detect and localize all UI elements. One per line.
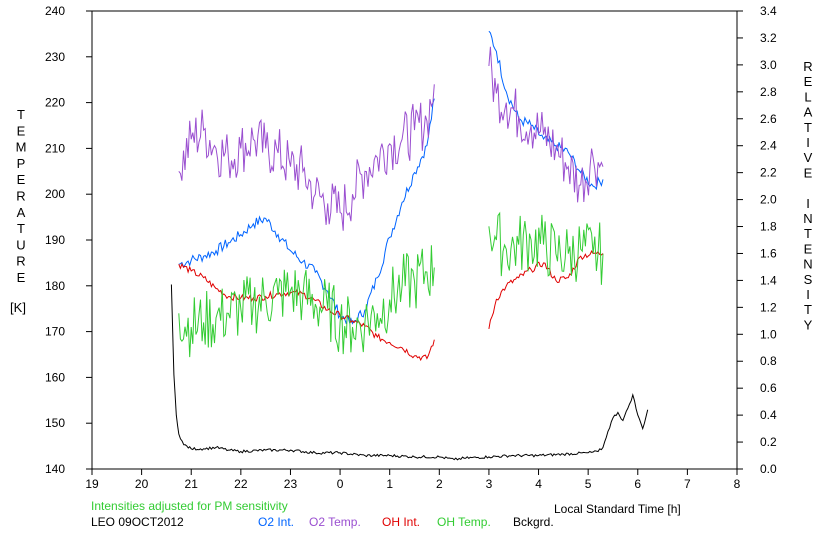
series-line [178, 98, 435, 325]
y-axis-right-letter: N [803, 211, 812, 226]
series-layer [170, 30, 649, 461]
x-tick-label: 19 [85, 477, 99, 491]
y-left-tick-label: 170 [45, 325, 65, 339]
series-line [178, 245, 435, 358]
y-axis-right-letter: S [804, 272, 813, 287]
y-right-tick-label: 2.6 [760, 112, 777, 126]
y-axis-left: 140 150 160 170 180 190 200 210 220 230 240 [45, 4, 92, 476]
legend: O2 Int. O2 Temp. OH Int. OH Temp. Bckgrd. [258, 515, 554, 529]
sensitivity-note: Intensities adjusted for PM sensitivity [91, 499, 288, 513]
y-left-tick-label: 230 [45, 50, 65, 64]
y-right-tick-label: 1.6 [760, 246, 777, 260]
y-left-tick-label: 180 [45, 279, 65, 293]
y-axis-right-letter: E [804, 74, 813, 89]
y-axis-right-letter: I [806, 135, 810, 150]
x-tick-label: 5 [585, 477, 592, 491]
y-axis-left-letter: E [17, 123, 26, 138]
series-line [170, 284, 649, 461]
y-right-tick-label: 1.2 [760, 300, 777, 314]
y-right-tick-label: 3.2 [760, 31, 777, 45]
y-axis-right-letter: T [804, 302, 812, 317]
y-axis-right-letter: T [804, 226, 812, 241]
series-line [178, 262, 435, 362]
x-tick-label: 23 [284, 477, 298, 491]
x-tick-label: 3 [486, 477, 493, 491]
x-tick-label: 4 [535, 477, 542, 491]
y-left-tick-label: 210 [45, 141, 65, 155]
y-axis-left-letter: R [16, 254, 25, 269]
y-axis-right-letter: E [804, 165, 813, 180]
legend-entry: OH Temp. [437, 515, 491, 529]
x-tick-label: 6 [634, 477, 641, 491]
y-axis-right-letter: Y [804, 317, 813, 332]
y-left-tick-label: 220 [45, 96, 65, 110]
x-tick-label: 7 [684, 477, 691, 491]
y-right-tick-label: 1.8 [760, 220, 777, 234]
series-line [178, 84, 435, 231]
x-tick-label: 0 [337, 477, 344, 491]
y-axis-left-letter: T [17, 107, 25, 122]
x-tick-label: 1 [386, 477, 393, 491]
x-tick-label: 22 [234, 477, 248, 491]
y-axis-left-letter: P [17, 156, 26, 171]
y-right-tick-label: 0.4 [760, 408, 777, 422]
x-tick-label: 21 [185, 477, 199, 491]
y-axis-left-letter: U [16, 237, 25, 252]
y-axis-left-letter: A [17, 205, 26, 220]
y-axis-right-letter: I [806, 287, 810, 302]
x-tick-label: 8 [734, 477, 741, 491]
series-line [488, 250, 604, 329]
y-right-tick-label: 0.2 [760, 435, 777, 449]
x-tick-label: 20 [135, 477, 149, 491]
series-line [488, 46, 604, 203]
y-axis-left-letter: E [17, 270, 26, 285]
y-axis-right-letter: N [803, 257, 812, 272]
y-axis-left-letter: R [16, 189, 25, 204]
y-axis-right-letter: R [803, 59, 812, 74]
y-right-tick-label: 3.4 [760, 4, 777, 18]
y-right-tick-label: 2.2 [760, 166, 777, 180]
y-right-tick-label: 0.6 [760, 381, 777, 395]
y-right-tick-label: 0.8 [760, 354, 777, 368]
y-axis-right: 0.0 0.2 0.4 0.6 0.8 1.0 1.2 1.4 1.6 1.8 2.0 2.2 2.4 2… [737, 4, 777, 476]
y-left-tick-label: 240 [45, 4, 65, 18]
station-label: LEO 09OCT2012 [91, 515, 184, 529]
y-axis-right-letter: T [804, 120, 812, 135]
y-left-tick-label: 150 [45, 416, 65, 430]
x-axis: 19 20 21 22 23 0 1 2 3 4 5 6 7 8 [85, 469, 741, 491]
x-tick-label: 2 [436, 477, 443, 491]
y-right-tick-label: 1.4 [760, 273, 777, 287]
y-axis-left-unit: [K] [10, 300, 26, 315]
legend-entry: O2 Temp. [309, 515, 361, 529]
y-right-tick-label: 2.4 [760, 139, 777, 153]
y-right-tick-label: 1.0 [760, 327, 777, 341]
y-axis-right-letter: I [806, 196, 810, 211]
legend-entry: Bckgrd. [513, 515, 554, 529]
series-line [488, 211, 604, 285]
y-left-tick-label: 160 [45, 370, 65, 384]
y-left-tick-label: 200 [45, 187, 65, 201]
y-axis-right-letter: L [804, 89, 811, 104]
legend-entry: OH Int. [382, 515, 420, 529]
y-right-tick-label: 2.8 [760, 85, 777, 99]
y-axis-left-letter: E [17, 172, 26, 187]
y-axis-left-letter: T [17, 221, 25, 236]
y-left-tick-label: 190 [45, 233, 65, 247]
legend-entry: O2 Int. [258, 515, 294, 529]
y-axis-left-letter: M [16, 140, 27, 155]
y-right-tick-label: 0.0 [760, 462, 777, 476]
y-right-tick-label: 2.0 [760, 193, 777, 207]
y-axis-right-letter: V [804, 150, 813, 165]
x-axis-title: Local Standard Time [h] [554, 502, 681, 516]
y-left-tick-label: 140 [45, 462, 65, 476]
y-axis-right-letter: E [804, 241, 813, 256]
y-right-tick-label: 3.0 [760, 58, 777, 72]
y-axis-right-letter: A [804, 105, 813, 120]
